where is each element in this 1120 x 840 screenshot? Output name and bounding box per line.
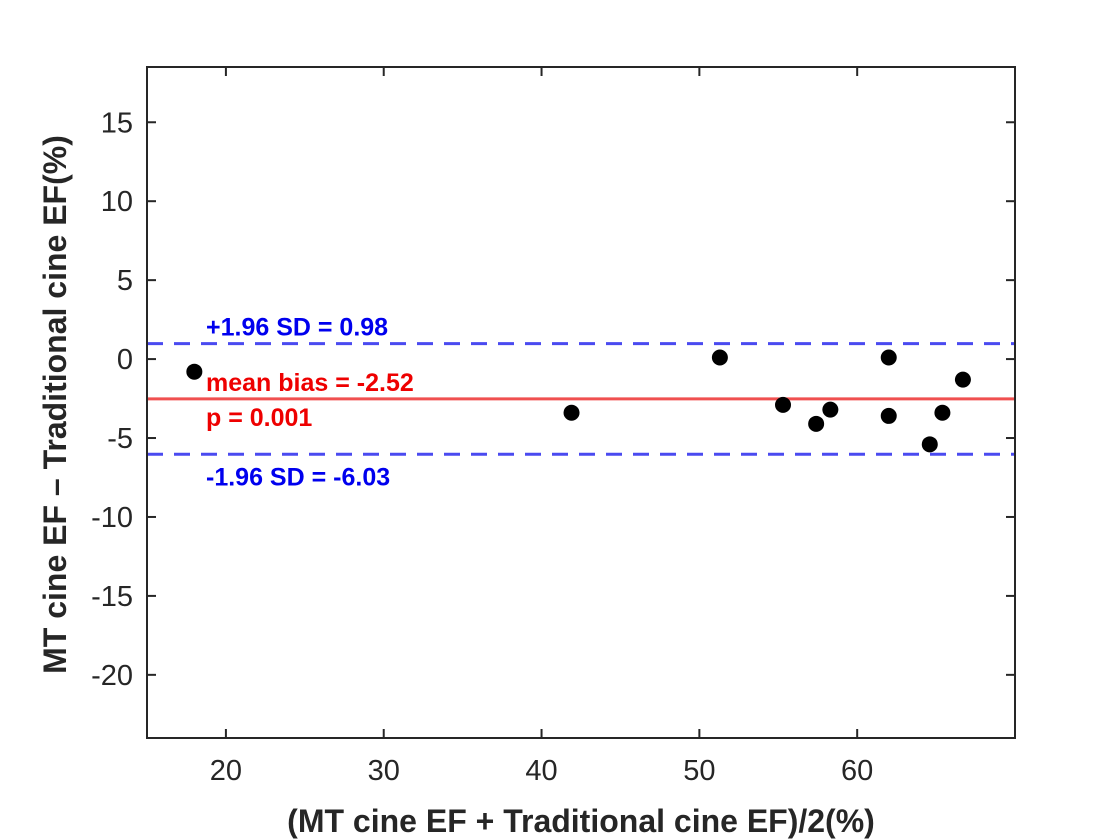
x-tick-label: 20 bbox=[210, 755, 242, 787]
y-tick-label: -5 bbox=[107, 423, 133, 455]
p-value-label: p = 0.001 bbox=[206, 404, 312, 432]
mean-bias-label: mean bias = -2.52 bbox=[206, 369, 414, 397]
data-point bbox=[954, 371, 971, 388]
x-axis-label: (MT cine EF + Traditional cine EF)/2(%) bbox=[287, 803, 875, 839]
annotations: +1.96 SD = 0.98 mean bias = -2.52 p = 0.00… bbox=[206, 314, 414, 492]
data-point bbox=[563, 404, 580, 421]
data-point bbox=[934, 404, 951, 421]
x-axis: 20 30 40 50 60 bbox=[210, 67, 873, 787]
data-point bbox=[711, 349, 728, 366]
y-tick-label: 5 bbox=[117, 265, 133, 297]
y-tick-label: -15 bbox=[91, 581, 133, 613]
y-tick-label: 0 bbox=[117, 344, 133, 376]
data-point bbox=[880, 349, 897, 366]
plot-frame bbox=[146, 66, 1016, 739]
x-tick-label: 40 bbox=[525, 755, 557, 787]
upper-loa-label: +1.96 SD = 0.98 bbox=[206, 314, 388, 342]
y-axis-label: MT cine EF – Traditional cine EF(%) bbox=[37, 135, 73, 674]
data-points bbox=[186, 349, 971, 453]
data-point bbox=[921, 436, 938, 453]
data-point bbox=[822, 401, 839, 418]
y-tick-label: 15 bbox=[101, 107, 133, 139]
reference-lines bbox=[147, 342, 1015, 456]
data-point bbox=[808, 415, 825, 432]
data-point bbox=[880, 407, 897, 424]
x-tick-label: 50 bbox=[683, 755, 715, 787]
y-tick-label: -10 bbox=[91, 502, 133, 534]
x-tick-label: 30 bbox=[368, 755, 400, 787]
y-tick-label: -20 bbox=[91, 660, 133, 692]
y-axis: 15 10 5 0 -5 -10 -15 -20 bbox=[91, 107, 1015, 692]
lower-loa-label: -1.96 SD = -6.03 bbox=[206, 463, 390, 491]
data-point bbox=[186, 363, 203, 380]
x-tick-label: 60 bbox=[841, 755, 873, 787]
data-point bbox=[775, 396, 792, 413]
y-tick-label: 10 bbox=[101, 186, 133, 218]
